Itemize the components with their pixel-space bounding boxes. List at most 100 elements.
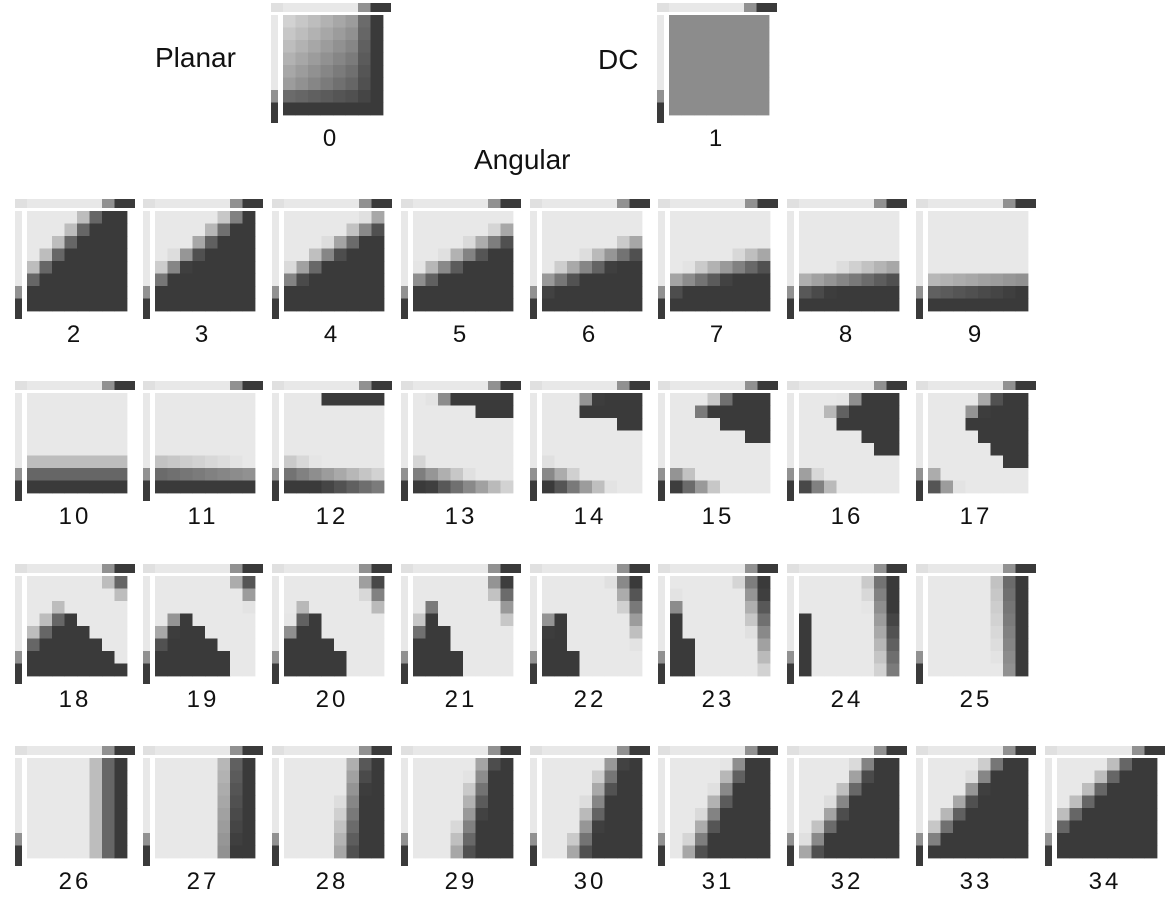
left-reference-sample — [658, 236, 665, 249]
left-reference-sample — [916, 638, 923, 652]
predicted-sample — [756, 15, 770, 28]
predicted-sample — [886, 223, 900, 237]
predicted-sample — [284, 298, 297, 312]
predicted-sample — [296, 783, 310, 796]
predicted-sample — [192, 211, 206, 224]
top-reference-sample — [192, 199, 206, 208]
predicted-sample — [707, 576, 721, 589]
predicted-sample — [849, 430, 862, 444]
predicted-sample — [836, 298, 850, 312]
top-reference-sample — [242, 564, 256, 573]
mode-number-21: 21 — [444, 686, 478, 713]
predicted-sample — [757, 480, 771, 494]
predicted-sample — [180, 248, 193, 262]
top-reference-sample — [978, 381, 991, 390]
predicted-sample — [940, 430, 954, 444]
predicted-sample — [849, 845, 862, 859]
left-reference-sample — [15, 286, 22, 299]
predicted-sample — [180, 820, 193, 834]
predicted-sample — [682, 626, 696, 639]
left-reference-sample — [143, 248, 150, 262]
predicted-sample — [695, 393, 708, 406]
top-reference-sample — [604, 746, 618, 755]
top-reference-sample — [1094, 746, 1108, 755]
predicted-sample — [756, 65, 770, 78]
left-reference-sample — [401, 651, 408, 664]
left-reference-sample — [272, 298, 279, 312]
predicted-sample — [874, 480, 887, 494]
predicted-sample — [284, 223, 297, 237]
predicted-sample — [849, 626, 862, 639]
predicted-sample — [554, 468, 568, 481]
left-reference-sample — [272, 613, 279, 627]
predicted-sample — [928, 273, 941, 287]
predicted-sample — [719, 65, 732, 78]
predicted-sample — [283, 90, 296, 103]
predicted-sample — [346, 845, 360, 859]
predicted-sample — [669, 27, 682, 41]
predicted-sample — [192, 626, 206, 639]
predicted-sample — [27, 783, 40, 796]
top-reference-sample — [333, 3, 346, 12]
left-reference-sample — [658, 858, 665, 866]
predicted-sample — [542, 613, 555, 627]
predicted-sample — [450, 418, 464, 431]
predicted-sample — [230, 626, 243, 639]
predicted-sample — [155, 576, 168, 589]
left-reference-sample — [401, 845, 408, 859]
predicted-sample — [756, 52, 770, 66]
predicted-sample — [604, 651, 618, 664]
predicted-sample — [732, 236, 746, 249]
predicted-sample — [346, 455, 360, 469]
predicted-sample — [579, 613, 593, 627]
left-reference-sample — [143, 273, 150, 287]
predicted-sample — [849, 286, 862, 299]
left-reference-sample — [530, 405, 537, 419]
corner-reference-sample — [916, 381, 928, 390]
corner-reference-sample — [143, 746, 155, 755]
predicted-sample — [167, 588, 181, 602]
top-reference-sample — [52, 564, 65, 573]
top-reference-sample — [284, 199, 297, 208]
top-reference-sample — [77, 564, 90, 573]
predicted-sample — [617, 298, 630, 312]
predicted-sample — [89, 261, 103, 274]
predicted-sample — [824, 795, 837, 809]
mode-tile-26 — [15, 746, 135, 866]
predicted-sample — [321, 808, 335, 821]
predicted-sample — [1015, 261, 1029, 274]
top-reference-sample — [64, 381, 78, 390]
predicted-sample — [500, 758, 514, 771]
predicted-sample — [463, 248, 476, 262]
predicted-sample — [425, 638, 439, 652]
predicted-sample — [990, 261, 1004, 274]
top-reference-sample — [682, 564, 696, 573]
predicted-sample — [425, 601, 439, 614]
top-reference-sample — [500, 381, 514, 390]
predicted-sample — [500, 613, 514, 627]
predicted-sample — [824, 808, 837, 821]
predicted-sample — [180, 833, 193, 846]
left-reference-sample — [916, 833, 923, 846]
predicted-sample — [554, 663, 568, 677]
predicted-sample — [320, 90, 334, 103]
predicted-sample — [1094, 783, 1108, 796]
predicted-sample — [346, 613, 360, 627]
left-reference-sample — [916, 443, 923, 456]
mode-number-16: 16 — [830, 503, 864, 530]
predicted-sample — [359, 273, 372, 287]
predicted-sample — [824, 261, 837, 274]
predicted-sample — [670, 223, 683, 237]
predicted-sample — [1015, 588, 1029, 602]
predicted-sample — [371, 808, 385, 821]
predicted-sample — [1119, 845, 1133, 859]
predicted-sample — [682, 638, 696, 652]
predicted-sample — [217, 638, 231, 652]
left-reference-sample — [658, 783, 665, 796]
predicted-sample — [230, 455, 243, 469]
predicted-sample — [114, 808, 128, 821]
predicted-sample — [1015, 418, 1029, 431]
predicted-sample — [102, 455, 115, 469]
predicted-sample — [928, 626, 941, 639]
predicted-sample — [592, 298, 605, 312]
